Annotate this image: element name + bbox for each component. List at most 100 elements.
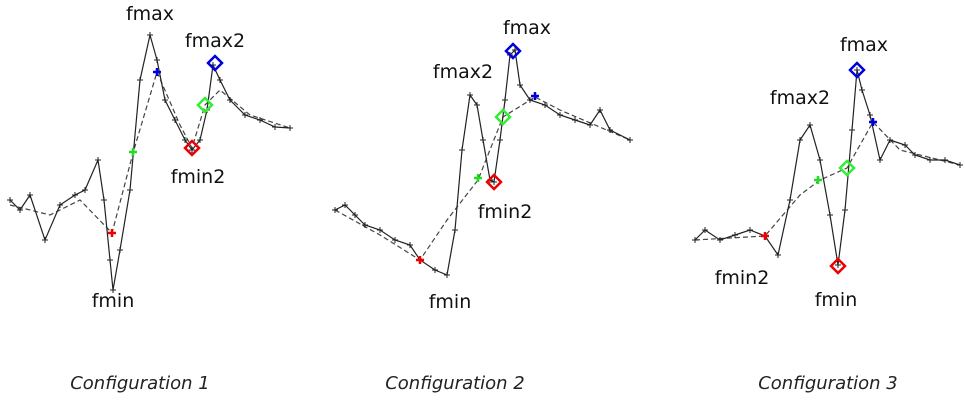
point-marker (129, 148, 137, 156)
sample-cross (775, 252, 781, 258)
extremum-marker (183, 139, 201, 157)
average-curve (694, 121, 961, 241)
waveforms (7, 32, 963, 293)
sample-cross (127, 187, 133, 193)
point-marker (153, 68, 161, 76)
sample-cross (587, 122, 593, 128)
sample-cross (717, 237, 723, 243)
sample-cross (607, 127, 613, 133)
sample-cross (787, 197, 793, 203)
sample-cross (154, 57, 160, 63)
sample-cross (392, 237, 398, 243)
sample-cross (527, 97, 533, 103)
signal-curve (334, 48, 631, 276)
point-marker (814, 176, 822, 184)
sample-cross (817, 157, 823, 163)
sample-cross (867, 112, 873, 118)
sample-cross (835, 262, 841, 268)
sample-cross (377, 227, 383, 233)
sample-cross (459, 147, 465, 153)
sample-cross (502, 97, 508, 103)
extremum-marker (494, 108, 512, 126)
sample-cross (497, 137, 503, 143)
sample-cross (452, 227, 458, 233)
sample-cross (702, 227, 708, 233)
sample-cross (189, 147, 195, 153)
sample-cross (627, 137, 633, 143)
sample-cross (957, 162, 963, 168)
sample-cross (27, 192, 33, 198)
sample-cross (807, 122, 813, 128)
sample-cross (887, 137, 893, 143)
sample-cross (692, 237, 698, 243)
sample-cross (227, 97, 233, 103)
average-curve (334, 96, 631, 261)
sample-cross (542, 102, 548, 108)
sample-cross (42, 237, 48, 243)
extremum-marker (829, 257, 847, 275)
caption: Configuration 3 (758, 373, 898, 394)
sample-cross (557, 112, 563, 118)
caption: Configuration 2 (385, 373, 525, 394)
extremum-marker (848, 61, 866, 79)
sample-cross (137, 77, 143, 83)
sample-cross (859, 87, 865, 93)
sample-cross (797, 137, 803, 143)
point-marker (761, 232, 769, 240)
sample-cross (444, 272, 450, 278)
sample-cross (287, 125, 293, 131)
sample-cross (849, 127, 855, 133)
caption: Configuration 1 (70, 373, 210, 394)
sample-cross (242, 112, 248, 118)
sample-cross (912, 152, 918, 158)
sample-cross (72, 192, 78, 198)
extremum-marker (206, 54, 224, 72)
sample-cross (95, 157, 101, 163)
label: fmin (815, 289, 858, 311)
sample-cross (107, 257, 113, 263)
label: fmin (92, 290, 135, 312)
label: fmax (503, 17, 551, 39)
sample-cross (17, 207, 23, 213)
extremum-marker (196, 96, 214, 114)
extremum-marker (485, 173, 503, 191)
sample-cross (57, 202, 63, 208)
sample-cross (362, 222, 368, 228)
label: fmin2 (478, 201, 533, 223)
label: fmax2 (185, 30, 245, 52)
sample-cross (272, 124, 278, 130)
extremum-marker (504, 42, 522, 60)
sample-cross (101, 197, 107, 203)
extremum-marker (838, 159, 856, 177)
sample-cross (877, 157, 883, 163)
sample-cross (842, 207, 848, 213)
sample-cross (432, 267, 438, 273)
sample-cross (572, 117, 578, 123)
sample-cross (927, 157, 933, 163)
sample-cross (217, 77, 223, 83)
sample-cross (902, 142, 908, 148)
sample-cross (942, 157, 948, 163)
sample-cross (827, 212, 833, 218)
sample-cross (480, 137, 486, 143)
sample-cross (117, 247, 123, 253)
label: fmax (126, 3, 174, 25)
sample-cross (854, 67, 860, 73)
sample-cross (491, 179, 497, 185)
sample-cross (197, 137, 203, 143)
sample-cross (597, 107, 603, 113)
sample-cross (352, 212, 358, 218)
label: fmax2 (770, 87, 830, 109)
sample-cross (172, 117, 178, 123)
sample-cross (147, 32, 153, 38)
sample-cross (732, 232, 738, 238)
sample-cross (517, 82, 523, 88)
sample-cross (407, 242, 413, 248)
sample-cross (257, 117, 263, 123)
sample-cross (110, 287, 116, 293)
sample-cross (182, 137, 188, 143)
sample-cross (82, 187, 88, 193)
sample-cross (342, 202, 348, 208)
point-marker (869, 118, 877, 126)
